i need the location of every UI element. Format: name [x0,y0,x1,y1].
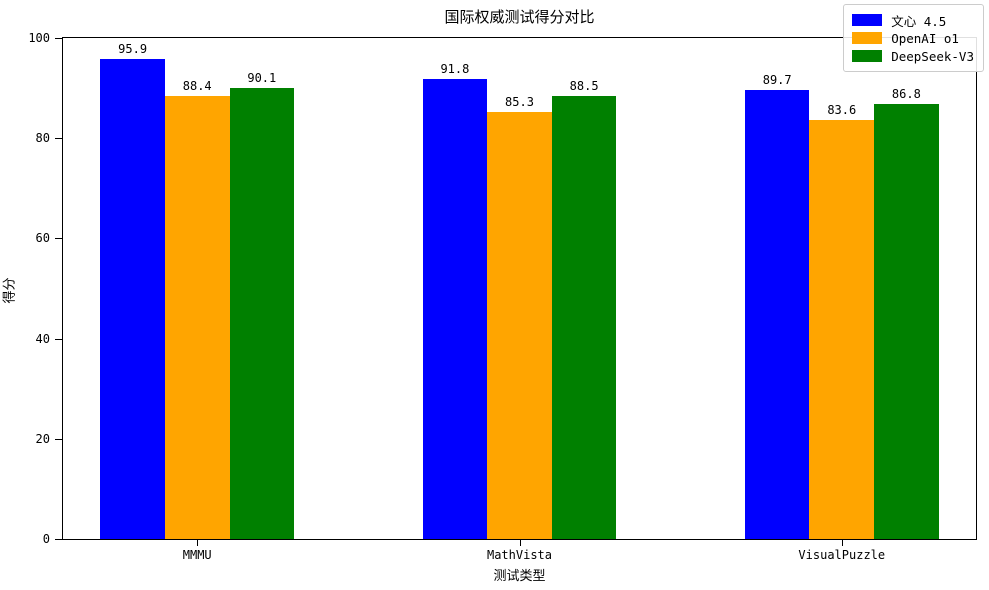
bar-DeepSeek-V3-MathVista [551,95,617,539]
y-tick-mark [55,38,62,39]
bar-OpenAI o1-MMMU [164,96,230,539]
x-tick-label-MMMU: MMMU [182,548,212,562]
legend-item-label: 文心 4.5 [891,13,947,29]
legend-color-swatch [852,50,883,62]
bar-OpenAI o1-VisualPuzzle [809,120,875,539]
bar-value-label: 88.4 [182,79,212,94]
legend: 文心 4.5 OpenAI o1 DeepSeek-V3 [843,4,984,72]
bar-value-label: 91.8 [440,62,470,77]
bar-文心 4.5-VisualPuzzle [744,89,810,539]
bar-文心 4.5-MathVista [422,79,488,539]
legend-item: OpenAI o1 [852,29,974,47]
bar-OpenAI o1-MathVista [487,111,552,539]
x-tick-mark [519,540,521,546]
y-tick-label: 40 [35,331,50,346]
y-tick-mark [55,438,62,440]
legend-item-label: OpenAI o1 [891,30,959,46]
y-tick-label: 80 [35,131,50,146]
plot-area: 95.9 91.8 89.7 88.4 85.3 83.6 90.1 88.5 86.8 [62,37,977,540]
legend-color-swatch [852,14,883,26]
chart-title: 国际权威测试得分对比 [444,8,595,26]
legend-item: 文心 4.5 [852,11,974,29]
bar-文心 4.5-MMMU [100,58,165,539]
y-tick-label: 60 [35,231,50,246]
x-axis-label: 测试类型 [493,569,546,584]
bar-value-label: 85.3 [505,94,534,109]
x-tick-label-MathVista: MathVista [486,548,553,562]
y-tick-mark [55,338,62,340]
y-tick-mark [55,238,62,240]
y-tick-label: 0 [42,532,50,546]
y-tick-mark [55,539,62,540]
bar-value-label: 83.6 [827,103,857,118]
bar-value-label: 88.5 [569,78,599,93]
legend-item-label: DeepSeek-V3 [891,48,974,64]
bar-value-label: 86.8 [891,87,921,102]
x-tick-mark [841,540,843,546]
y-tick-label: 100 [28,31,50,45]
legend-item: DeepSeek-V3 [852,47,974,65]
bar-value-label: 90.1 [247,70,277,85]
legend-color-swatch [852,32,883,44]
bar-DeepSeek-V3-VisualPuzzle [874,104,939,539]
y-axis-label: 得分 [2,277,18,304]
y-tick-mark [55,138,62,140]
x-tick-mark [197,540,199,546]
x-tick-label-VisualPuzzle: VisualPuzzle [798,548,886,562]
bar-value-label: 95.9 [118,41,148,56]
bar-DeepSeek-V3-MMMU [229,87,295,539]
bar-value-label: 89.7 [762,72,792,87]
y-tick-label: 20 [35,431,50,446]
